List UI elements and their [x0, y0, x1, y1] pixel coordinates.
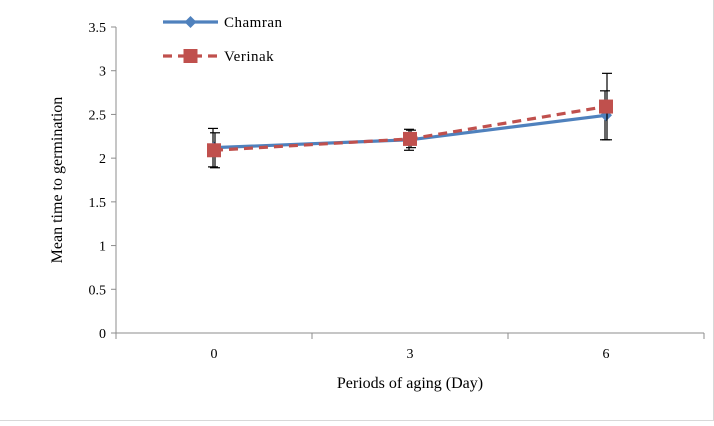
x-axis-title: Periods of aging (Day): [337, 375, 483, 392]
y-ticks: 0 0.5 1 1.5 2 2.5 3 3.5: [89, 21, 116, 342]
legend-label: Chamran: [224, 15, 282, 31]
data-point-square: [207, 143, 221, 158]
legend-label: Verinak: [224, 49, 274, 65]
legend: Chamran Verinak: [163, 15, 282, 65]
series-chamran: [208, 90, 612, 168]
y-tick-label: 0: [99, 327, 106, 342]
y-tick-label: 2: [99, 152, 106, 167]
y-tick-label: 1.5: [89, 196, 107, 211]
y-tick-label: 1: [99, 240, 106, 255]
series-layer: [207, 72, 613, 169]
y-tick-label: 3: [99, 65, 106, 80]
y-tick-label: 2.5: [89, 108, 107, 123]
data-point-square: [599, 99, 613, 114]
x-tick-label: 3: [407, 347, 414, 362]
series-verinak: [207, 72, 613, 169]
legend-marker-diamond: [184, 16, 197, 28]
y-tick-label: 3.5: [89, 21, 107, 36]
x-tick-label: 6: [603, 347, 610, 362]
legend-marker-square: [183, 49, 198, 63]
y-axis-title: Mean time to germination: [49, 97, 66, 264]
x-ticks: 0 3 6: [115, 333, 705, 362]
data-point-square: [403, 131, 417, 146]
axes: [115, 27, 704, 334]
x-tick-label: 0: [211, 347, 218, 362]
y-tick-label: 0.5: [89, 283, 107, 298]
